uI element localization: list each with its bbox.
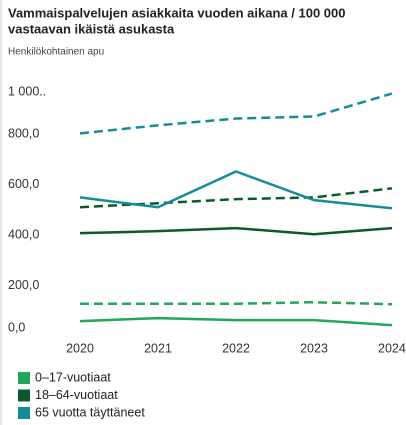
legend-swatch	[18, 372, 30, 384]
x-tick-label: 2023	[300, 341, 328, 355]
x-tick-label: 2024	[378, 341, 406, 355]
line	[79, 170, 393, 210]
legend-swatch	[18, 407, 30, 419]
chart-title: Vammaispalvelujen asiakkaita vuoden aika…	[8, 5, 345, 20]
y-tick-label: 400,0	[8, 227, 39, 241]
legend-label: 65 vuotta täyttäneet	[35, 405, 145, 419]
y-tick-label: 600,0	[8, 177, 39, 191]
y-tick-label: 0,0	[8, 320, 25, 334]
chart-title: vastaavan ikäistä asukasta	[8, 21, 175, 36]
chart-subtitle: Henkilökohtainen apu	[8, 47, 104, 58]
legend-label: 0–17-vuotiaat	[35, 370, 111, 384]
y-tick-label: 200,0	[8, 278, 39, 292]
legend-swatch	[18, 389, 30, 402]
line	[79, 187, 393, 209]
line	[80, 300, 393, 306]
line	[79, 92, 393, 135]
legend-label: 18–64-vuotiaat	[35, 388, 118, 402]
x-tick-label: 2021	[144, 341, 172, 355]
x-tick-label: 2020	[66, 341, 94, 355]
y-tick-label: 800,0	[8, 127, 39, 141]
line	[79, 316, 393, 327]
line	[79, 226, 393, 236]
x-tick-label: 2022	[222, 341, 250, 355]
y-tick-label: 1 000..	[8, 84, 46, 98]
